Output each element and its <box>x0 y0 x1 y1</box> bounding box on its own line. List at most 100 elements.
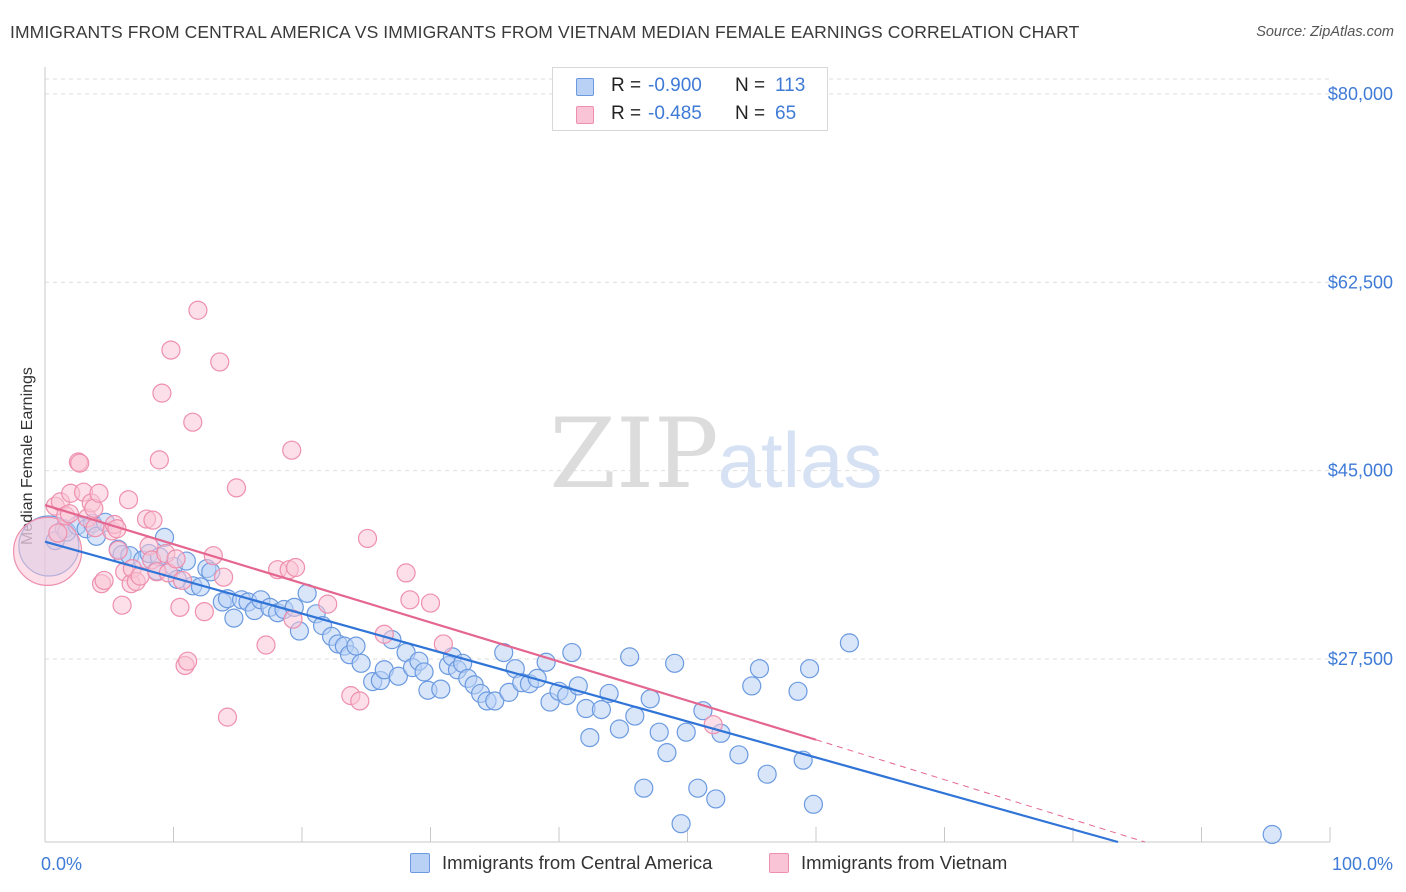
y-tick-label: $62,500 <box>1328 272 1393 292</box>
watermark-zip: ZIP <box>549 398 718 510</box>
point-vietnam <box>256 635 276 655</box>
point-central-america <box>803 794 824 814</box>
bottom-legend-swatch-blue <box>410 853 430 873</box>
series-central-america-points <box>18 512 1282 845</box>
point-central-america <box>788 681 808 701</box>
point-central-america <box>706 789 726 809</box>
point-central-america <box>580 727 600 748</box>
point-central-america <box>1262 824 1282 845</box>
source-label: Source: ZipAtlas.com <box>1256 24 1394 40</box>
x-tick-labels: 0.0% 100.0% <box>41 854 1393 874</box>
point-central-america <box>346 636 366 656</box>
point-vietnam <box>161 340 181 360</box>
point-central-america <box>609 719 629 739</box>
point-central-america <box>649 722 669 742</box>
gridlines <box>45 78 1330 660</box>
legend-r-label: R = <box>611 75 642 96</box>
chart-title: IMMIGRANTS FROM CENTRAL AMERICA VS IMMIG… <box>10 22 1080 42</box>
point-vietnam <box>178 651 198 671</box>
legend-r-value: -0.485 <box>648 103 702 124</box>
point-central-america <box>729 745 749 765</box>
x-tick-label: 100.0% <box>1332 854 1393 874</box>
point-central-america <box>625 706 645 726</box>
point-central-america <box>591 700 612 720</box>
y-tick-labels: $27,500 $45,000 $62,500 $80,000 <box>1328 84 1393 669</box>
point-central-america <box>499 682 519 702</box>
correlation-legend: R = -0.900 N = 113 R = -0.485 N = 65 <box>552 67 828 131</box>
point-central-america <box>839 633 860 653</box>
legend-n-value: 113 <box>775 75 806 96</box>
point-vietnam <box>357 528 378 549</box>
point-vietnam <box>285 557 306 578</box>
point-central-america <box>657 743 677 763</box>
point-central-america <box>757 764 777 784</box>
legend-n-label: N = <box>735 75 766 96</box>
point-central-america <box>388 666 408 686</box>
point-central-america <box>676 722 696 742</box>
bottom-legend-swatch-pink <box>769 853 789 873</box>
point-central-america <box>351 653 371 673</box>
trend-line-vietnam <box>44 504 817 741</box>
point-vietnam <box>282 440 302 460</box>
point-vietnam <box>118 490 139 510</box>
legend-n-value: 65 <box>775 103 797 124</box>
point-vietnam <box>350 691 370 711</box>
point-vietnam <box>226 478 247 498</box>
legend-r-label: R = <box>611 103 642 124</box>
point-vietnam <box>70 453 90 473</box>
point-vietnam <box>108 540 128 560</box>
point-central-america <box>536 652 556 672</box>
point-central-america <box>799 659 820 679</box>
point-vietnam <box>433 634 453 654</box>
point-central-america <box>485 691 505 711</box>
point-vietnam <box>152 383 172 403</box>
point-central-america <box>562 642 582 663</box>
point-central-america <box>665 653 685 673</box>
point-vietnam <box>183 412 203 432</box>
point-vietnam <box>188 300 208 320</box>
point-vietnam <box>396 563 416 583</box>
point-central-america <box>742 676 762 696</box>
x-tick-label: 0.0% <box>41 854 82 874</box>
point-vietnam <box>94 570 114 591</box>
point-central-america <box>688 778 708 798</box>
watermark-atlas: atlas <box>718 416 883 504</box>
legend-swatch-blue <box>576 78 594 96</box>
legend-n-label: N = <box>735 103 766 124</box>
point-vietnam <box>59 504 80 524</box>
y-tick-label: $80,000 <box>1328 84 1393 104</box>
point-vietnam <box>400 590 420 610</box>
point-central-america <box>671 814 691 834</box>
point-vietnam <box>112 595 132 615</box>
bottom-legend-label: Immigrants from Vietnam <box>801 852 1008 873</box>
point-vietnam <box>166 549 186 569</box>
trend-line-vietnam-extension <box>815 739 1146 843</box>
point-vietnam <box>89 483 109 503</box>
bottom-legend-central-america: Immigrants from Central America <box>410 852 712 874</box>
point-vietnam <box>170 597 190 617</box>
legend-swatch-pink <box>576 106 594 124</box>
point-vietnam <box>210 352 230 372</box>
point-central-america <box>640 689 660 709</box>
point-vietnam <box>420 593 441 613</box>
point-vietnam <box>214 567 234 587</box>
point-vietnam <box>48 523 68 543</box>
point-vietnam <box>12 516 83 586</box>
point-vietnam <box>318 594 338 614</box>
trend-line-central-america <box>44 540 1119 844</box>
point-central-america <box>414 662 434 682</box>
point-vietnam <box>143 510 163 530</box>
trend-lines <box>44 504 1146 844</box>
point-central-america <box>620 647 640 667</box>
point-central-america <box>634 778 654 798</box>
y-tick-label: $27,500 <box>1328 649 1393 669</box>
bottom-legend-vietnam: Immigrants from Vietnam <box>769 852 1007 874</box>
point-vietnam <box>149 450 169 470</box>
y-tick-label: $45,000 <box>1328 461 1393 481</box>
point-central-america <box>749 659 770 679</box>
legend-r-value: -0.900 <box>648 75 702 96</box>
point-vietnam <box>194 602 214 622</box>
point-central-america <box>431 679 451 699</box>
point-central-america <box>224 608 244 628</box>
